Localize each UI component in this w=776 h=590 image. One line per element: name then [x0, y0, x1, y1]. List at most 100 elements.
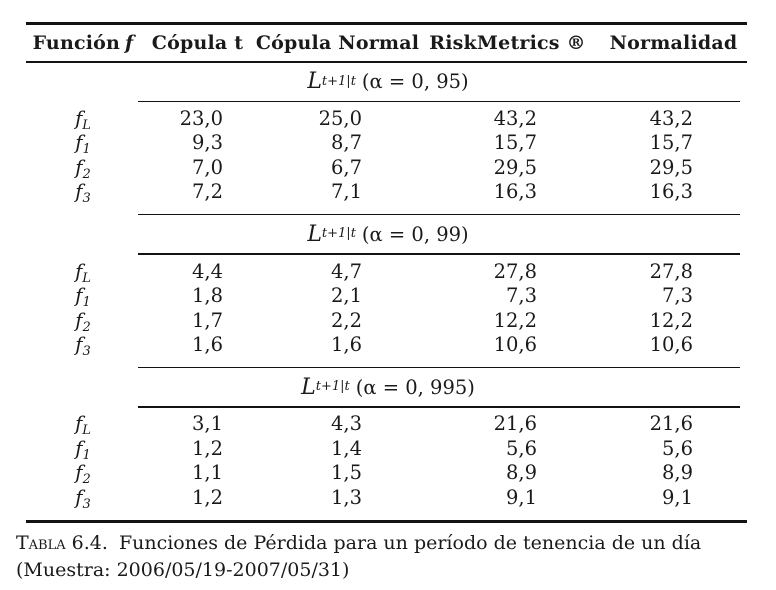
math-f-symbol: f [75, 106, 83, 130]
data-cell: 23,0 [179, 106, 223, 130]
data-cell: 2,2 [330, 308, 362, 332]
column-header-riskmetrics: RiskMetrics ® [429, 32, 586, 54]
caption-text: Funciones de Pérdida para un período de … [118, 531, 702, 554]
data-cell: 15,7 [649, 131, 693, 155]
section-rows: fL 23,0 25,0 43,2 43,2 f1 9,3 8,7 15,7 15,7 f2 7,0 6… [0, 102, 776, 214]
data-cell: 16,3 [649, 180, 693, 204]
data-cell: 1,2 [191, 436, 223, 460]
data-cell: 16,3 [493, 180, 537, 204]
data-cell: 15,7 [493, 131, 537, 155]
table-header-row: Función f Cópula t Cópula Normal RiskMetr… [26, 25, 776, 61]
alpha-expression: (α = 0, 995) [355, 375, 475, 399]
data-cell: 7,2 [191, 180, 223, 204]
table-row: f2 1,7 2,2 12,2 12,2 [26, 308, 776, 335]
data-cell: 12,2 [493, 308, 537, 332]
row-label-subscript: 3 [82, 191, 91, 207]
row-label: fL [26, 106, 140, 132]
caption-line-1: Tabla 6.4. Funciones de Pérdida para un p… [16, 530, 776, 558]
section-underline-rule [138, 406, 740, 408]
data-cell: 4,4 [191, 259, 223, 283]
table-row: fL 23,0 25,0 43,2 43,2 [26, 106, 776, 132]
data-cell: 43,2 [649, 106, 693, 130]
column-header-funcion-f: Función f [26, 32, 140, 54]
data-cell: 9,3 [191, 131, 223, 155]
row-label: f1 [26, 131, 140, 158]
math-f-symbol: f [75, 259, 83, 283]
data-cell: 8,9 [661, 461, 693, 485]
data-cell: 7,3 [661, 284, 693, 308]
data-cell: 2,1 [330, 284, 362, 308]
column-header-copula-t: Cópula t [151, 32, 244, 54]
data-cell: 21,6 [493, 412, 537, 436]
loss-function-symbol: L [301, 374, 316, 400]
column-header-normalidad: Normalidad [609, 32, 738, 54]
loss-function-symbol: L [307, 221, 322, 247]
row-label-subscript: 3 [82, 344, 91, 360]
table-row: f3 7,2 7,1 16,3 16,3 [26, 180, 776, 205]
row-label-subscript: 1 [82, 447, 91, 463]
data-cell: 10,6 [493, 333, 537, 357]
section-divider-rule [138, 214, 740, 216]
math-f-symbol: f [75, 155, 83, 179]
table-row: f1 1,2 1,4 5,6 5,6 [26, 436, 776, 463]
data-cell: 1,6 [191, 333, 223, 357]
data-cell: 6,7 [330, 155, 362, 179]
column-header-copula-normal: Cópula Normal [255, 32, 420, 54]
alpha-expression: (α = 0, 99) [361, 222, 469, 246]
data-cell: 1,4 [330, 436, 362, 460]
data-cell: 12,2 [649, 308, 693, 332]
data-cell: 5,6 [505, 436, 537, 460]
data-cell: 25,0 [318, 106, 362, 130]
data-cell: 3,1 [191, 412, 223, 436]
data-cell: 29,5 [493, 155, 537, 179]
section-rows: fL 4,4 4,7 27,8 27,8 f1 1,8 2,1 7,3 7,3 f2 1,7 2,2 12… [0, 255, 776, 367]
math-f-symbol: f [125, 32, 134, 54]
row-label: fL [26, 412, 140, 437]
row-label-subscript: 2 [82, 319, 91, 335]
data-cell: 43,2 [493, 106, 537, 130]
math-f-symbol: f [75, 180, 83, 204]
math-f-symbol: f [75, 485, 83, 509]
data-cell: 1,2 [191, 485, 223, 509]
data-cell: 21,6 [649, 412, 693, 436]
math-f-symbol: f [75, 333, 83, 357]
data-cell: 1,5 [330, 461, 362, 485]
row-label-subscript: 1 [82, 142, 91, 158]
data-cell: 8,7 [330, 131, 362, 155]
table-top-rule [26, 22, 747, 25]
table-row: f3 1,6 1,6 10,6 10,6 [26, 332, 776, 360]
data-cell: 4,3 [330, 412, 362, 436]
table-row: f1 9,3 8,7 15,7 15,7 [26, 131, 776, 156]
row-label: f2 [26, 155, 140, 182]
data-cell: 29,5 [649, 155, 693, 179]
table-row: f1 1,8 2,1 7,3 7,3 [26, 283, 776, 311]
row-label-subscript: 1 [82, 295, 91, 311]
math-f-symbol: f [75, 412, 83, 436]
row-label: f3 [26, 180, 140, 207]
row-label: f1 [26, 436, 140, 463]
data-cell: 5,6 [661, 436, 693, 460]
row-label-subscript: 2 [82, 166, 91, 182]
data-cell: 4,7 [330, 259, 362, 283]
math-f-symbol: f [75, 436, 83, 460]
math-f-symbol: f [75, 131, 83, 155]
data-cell: 10,6 [649, 333, 693, 357]
caption-line-2: (Muestra: 2006/05/19-2007/05/31) [16, 559, 350, 582]
table-row: f2 1,1 1,5 8,9 8,9 [26, 461, 776, 486]
data-cell: 1,7 [191, 308, 223, 332]
section-underline-rule [138, 100, 740, 103]
row-label: f2 [26, 461, 140, 486]
data-cell: 7,1 [330, 180, 362, 204]
section-rows: fL 3,1 4,3 21,6 21,6 f1 1,2 1,4 5,6 5,6 f2 1,1 1,5 8,… [0, 408, 776, 520]
section-underline-rule [138, 253, 740, 255]
caption-tag: Tabla 6.4. [16, 531, 108, 554]
data-cell: 7,0 [191, 155, 223, 179]
row-label: fL [26, 259, 140, 285]
math-f-symbol: f [75, 284, 83, 308]
data-cell: 1,8 [191, 284, 223, 308]
data-cell: 1,6 [330, 333, 362, 357]
